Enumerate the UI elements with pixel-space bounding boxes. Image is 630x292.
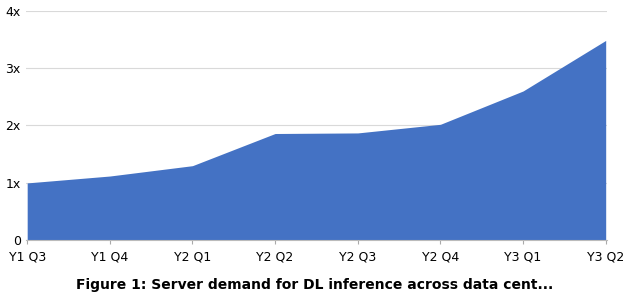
- Text: Figure 1: Server demand for DL inference across data cent...: Figure 1: Server demand for DL inference…: [76, 278, 554, 292]
